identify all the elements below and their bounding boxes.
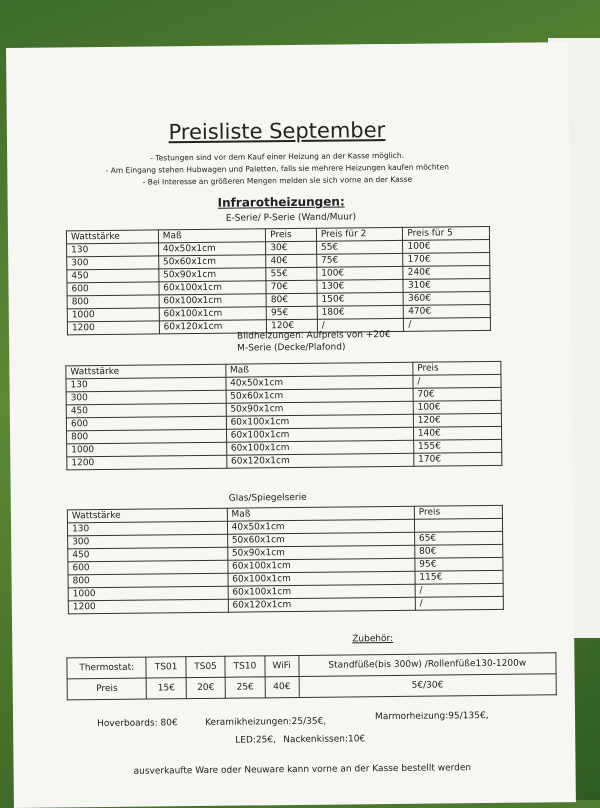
- table-cell: [414, 518, 503, 533]
- table: Thermostat: TS01 TS05 TS10 WiFi Standfüße(bis…: [66, 652, 557, 700]
- table-cell: 300: [66, 255, 159, 270]
- table-cell: 150€: [316, 292, 404, 307]
- table-cell: 120€: [413, 413, 502, 428]
- table-cell: 50x90x1cm: [158, 267, 267, 282]
- table-cell: Thermostat:: [66, 657, 147, 679]
- table-cell: 75€: [316, 253, 404, 268]
- table-cell: 170€: [413, 452, 502, 467]
- table-cell: 80€: [266, 293, 318, 307]
- table-cell: /: [403, 317, 491, 332]
- table: Wattstärke Maß Preis 130 40x50x1cm 300 50x60x1…: [67, 505, 504, 615]
- table-cell: 55€: [266, 267, 317, 281]
- extra: Keramikheizungen:25/35€,: [205, 716, 327, 728]
- extra: Hoverboards: 80€: [97, 718, 178, 730]
- note: - Bei Interesse an größeren Mengen melde…: [142, 174, 413, 187]
- table-cell: 95€: [414, 557, 503, 572]
- table-cell: 450: [66, 268, 159, 283]
- table-cell: 1200: [66, 455, 227, 470]
- table-cell: Preis: [265, 228, 317, 242]
- table-cell: 60x100x1cm: [158, 306, 267, 321]
- table-cell: 470€: [403, 304, 491, 319]
- table-cell: 155€: [413, 439, 502, 454]
- table-cell: Preis: [67, 678, 147, 700]
- table-cell: 1200: [67, 320, 160, 335]
- table-cell: 30€: [265, 241, 317, 255]
- table-cell: 40€: [265, 254, 317, 268]
- table-cell: 130€: [316, 279, 404, 294]
- paper: Preisliste September - Testungen sind vo…: [6, 42, 576, 808]
- table-cell: 25€: [225, 676, 265, 699]
- table-cell: 60x100x1cm: [158, 293, 267, 308]
- table-cell: 5€/30€: [298, 673, 557, 698]
- table-cell: 40€: [264, 676, 299, 698]
- table-cell: 600: [66, 281, 159, 296]
- table-cell: 50x60x1cm: [158, 254, 267, 269]
- caption: M-Serie (Decke/Plafond): [237, 342, 346, 354]
- table-cell: 70€: [412, 387, 502, 402]
- caption: Glas/Spiegelserie: [228, 492, 307, 504]
- table-cell: 15€: [146, 677, 187, 700]
- section-heading: Infrarotheizungen:: [217, 194, 345, 210]
- extra: LED:25€,: [235, 735, 277, 746]
- table-cell: 1000: [67, 307, 160, 322]
- table-cell: 40x50x1cm: [158, 241, 266, 256]
- table-cell: 95€: [266, 306, 318, 320]
- table: Wattstärke Maß Preis Preis für 2 Preis für 5…: [66, 226, 491, 335]
- table-cell: 1200: [68, 599, 229, 614]
- extra: Nackenkissen:10€: [283, 734, 366, 746]
- table-cell: 170€: [403, 252, 490, 267]
- table-cell: 55€: [316, 240, 404, 255]
- table: Wattstärke Maß Preis 130 40x50x1cm/300 50x60x…: [65, 361, 502, 471]
- title: Preisliste September: [168, 118, 386, 145]
- table-cell: 100€: [413, 400, 502, 415]
- table-cell: 20€: [185, 677, 226, 699]
- table-cell: 360€: [403, 291, 491, 306]
- table-cell: 60x100x1cm: [158, 280, 267, 295]
- table-cell: Preis: [414, 505, 503, 520]
- extra: Marmorheizung:95/135€,: [374, 710, 489, 723]
- table-cell: 65€: [414, 531, 503, 546]
- table-cell: 240€: [403, 265, 490, 280]
- table-cell: /: [412, 374, 502, 389]
- table-cell: 800: [67, 294, 159, 309]
- table-cell: 70€: [266, 280, 317, 294]
- table-cell: Wattstärke: [66, 229, 159, 244]
- table-cell: Preis für 2: [316, 227, 403, 242]
- table-cell: TS10: [225, 655, 265, 678]
- table-cell: 115€: [414, 570, 504, 585]
- table-cell: Standfüße(bis 300w) /Rollenfüße130-1200w: [298, 652, 557, 677]
- table-cell: Preis: [412, 361, 501, 376]
- table-row: Preis 15€ 20€ 25€ 40€ 5€/30€: [67, 673, 557, 700]
- table-cell: 80€: [414, 544, 503, 559]
- table-cell: 140€: [413, 426, 502, 441]
- caption: E-Serie/ P-Serie (Wand/Muur): [225, 212, 357, 224]
- table-cell: TS01: [146, 656, 186, 679]
- table-cell: 60x120x1cm: [227, 597, 416, 613]
- table-cell: 130: [66, 242, 159, 257]
- note: Bildheizungen: Aufpreis von +20€: [236, 329, 391, 342]
- table-cell: /: [415, 596, 504, 611]
- table-cell: 100€: [402, 239, 490, 254]
- table-cell: WiFi: [264, 655, 299, 677]
- table-cell: 100€: [316, 266, 404, 281]
- table-cell: Preis für 5: [402, 226, 490, 241]
- table-cell: /: [414, 583, 504, 598]
- table-cell: 180€: [317, 305, 404, 320]
- footer: ausverkaufte Ware oder Neuware kann vorn…: [133, 763, 472, 777]
- table-cell: TS05: [185, 656, 226, 678]
- heading: Zubehör:: [352, 633, 394, 645]
- table-cell: 310€: [403, 278, 491, 293]
- table-cell: Maß: [158, 228, 266, 243]
- table-cell: 60x120x1cm: [226, 453, 414, 469]
